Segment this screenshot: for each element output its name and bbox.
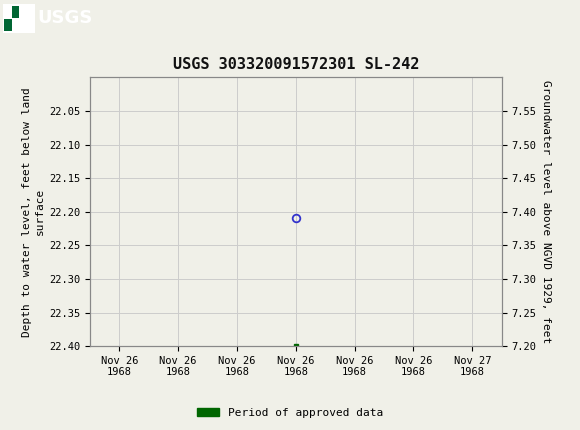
Text: USGS: USGS — [38, 9, 93, 27]
FancyBboxPatch shape — [3, 3, 35, 33]
Legend: Period of approved data: Period of approved data — [193, 403, 387, 422]
Bar — [12, 6, 19, 18]
Bar — [12, 19, 19, 31]
Y-axis label: Groundwater level above NGVD 1929, feet: Groundwater level above NGVD 1929, feet — [541, 80, 550, 344]
Title: USGS 303320091572301 SL-242: USGS 303320091572301 SL-242 — [173, 57, 419, 72]
Bar — [4, 6, 12, 18]
Bar — [4, 19, 12, 31]
Y-axis label: Depth to water level, feet below land
surface: Depth to water level, feet below land su… — [21, 87, 45, 337]
